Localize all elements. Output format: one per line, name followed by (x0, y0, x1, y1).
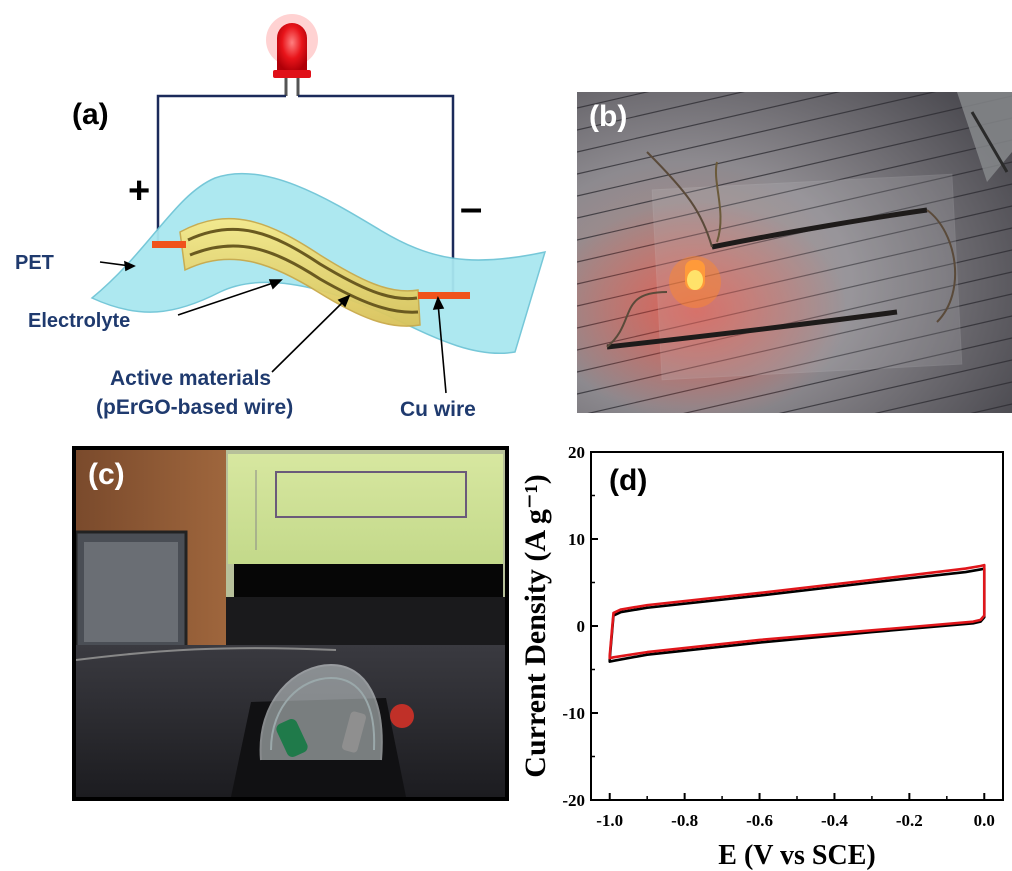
x-tick-label: -0.6 (746, 811, 773, 830)
paper-rule-line (577, 92, 841, 153)
panel-b-drawing (577, 92, 1012, 413)
x-tick-label: -1.0 (596, 811, 623, 830)
cv-chart: -1.0 -0.8 -0.6 -0.4 -0.2 0.0 -20 -10 0 10 20 Curre… (519, 443, 1004, 871)
minus-terminal-label: – (460, 186, 483, 230)
x-tick-label: -0.2 (896, 811, 923, 830)
cu-wire-label: Cu wire (400, 398, 476, 421)
cu-contact-left (152, 241, 186, 248)
paper-rule-line (874, 381, 1012, 413)
plus-terminal-label: + (128, 170, 151, 212)
panel-c-drawing (76, 450, 505, 797)
x-tick-label: 0.0 (974, 811, 995, 830)
panel-a-schematic: (a) + – PET Electrolyte Active materials… (0, 0, 560, 440)
panel-c-label: (c) (88, 458, 125, 491)
pergo-wire-label: (pErGO-based wire) (96, 396, 294, 419)
y-tick-label: -20 (562, 791, 585, 810)
led-icon (669, 256, 721, 308)
panel-b-label: (b) (589, 100, 628, 133)
panel-b-photo: (b) (577, 92, 1012, 413)
paper-rule-line (577, 92, 937, 175)
x-tick-label: -0.8 (671, 811, 698, 830)
panel-d-label: (d) (609, 464, 648, 497)
cu-contact-right (418, 292, 470, 299)
paper-rule-line (577, 117, 1012, 219)
paper-rule-line (577, 92, 745, 131)
paper-rule-line (577, 95, 1012, 197)
y-tick-label: 10 (568, 530, 585, 549)
paper-rule-line (778, 359, 1012, 413)
panel-a-label: (a) (72, 98, 109, 131)
x-axis-label: E (V vs SCE) (718, 840, 875, 871)
led-icon (266, 14, 318, 96)
panel-d-chart: -1.0 -0.8 -0.6 -0.4 -0.2 0.0 -20 -10 0 10 20 Curre… (515, 440, 1012, 871)
y-tick-label: -10 (562, 704, 585, 723)
circuit-wire (156, 94, 286, 243)
x-tick-label: -0.4 (821, 811, 848, 830)
y-tick-label: 20 (568, 443, 585, 462)
y-axis-label: Current Density (A g⁻¹) (519, 474, 552, 777)
electrolyte-label: Electrolyte (28, 310, 131, 332)
active-materials-label: Active materials (110, 367, 272, 390)
pet-label: PET (15, 252, 54, 274)
panel-a-drawing (90, 14, 547, 394)
panel-c-photo: (c) (72, 446, 509, 801)
cv-curve-red (608, 563, 986, 660)
cv-curve-black (608, 567, 986, 663)
y-tick-label: 0 (577, 617, 586, 636)
